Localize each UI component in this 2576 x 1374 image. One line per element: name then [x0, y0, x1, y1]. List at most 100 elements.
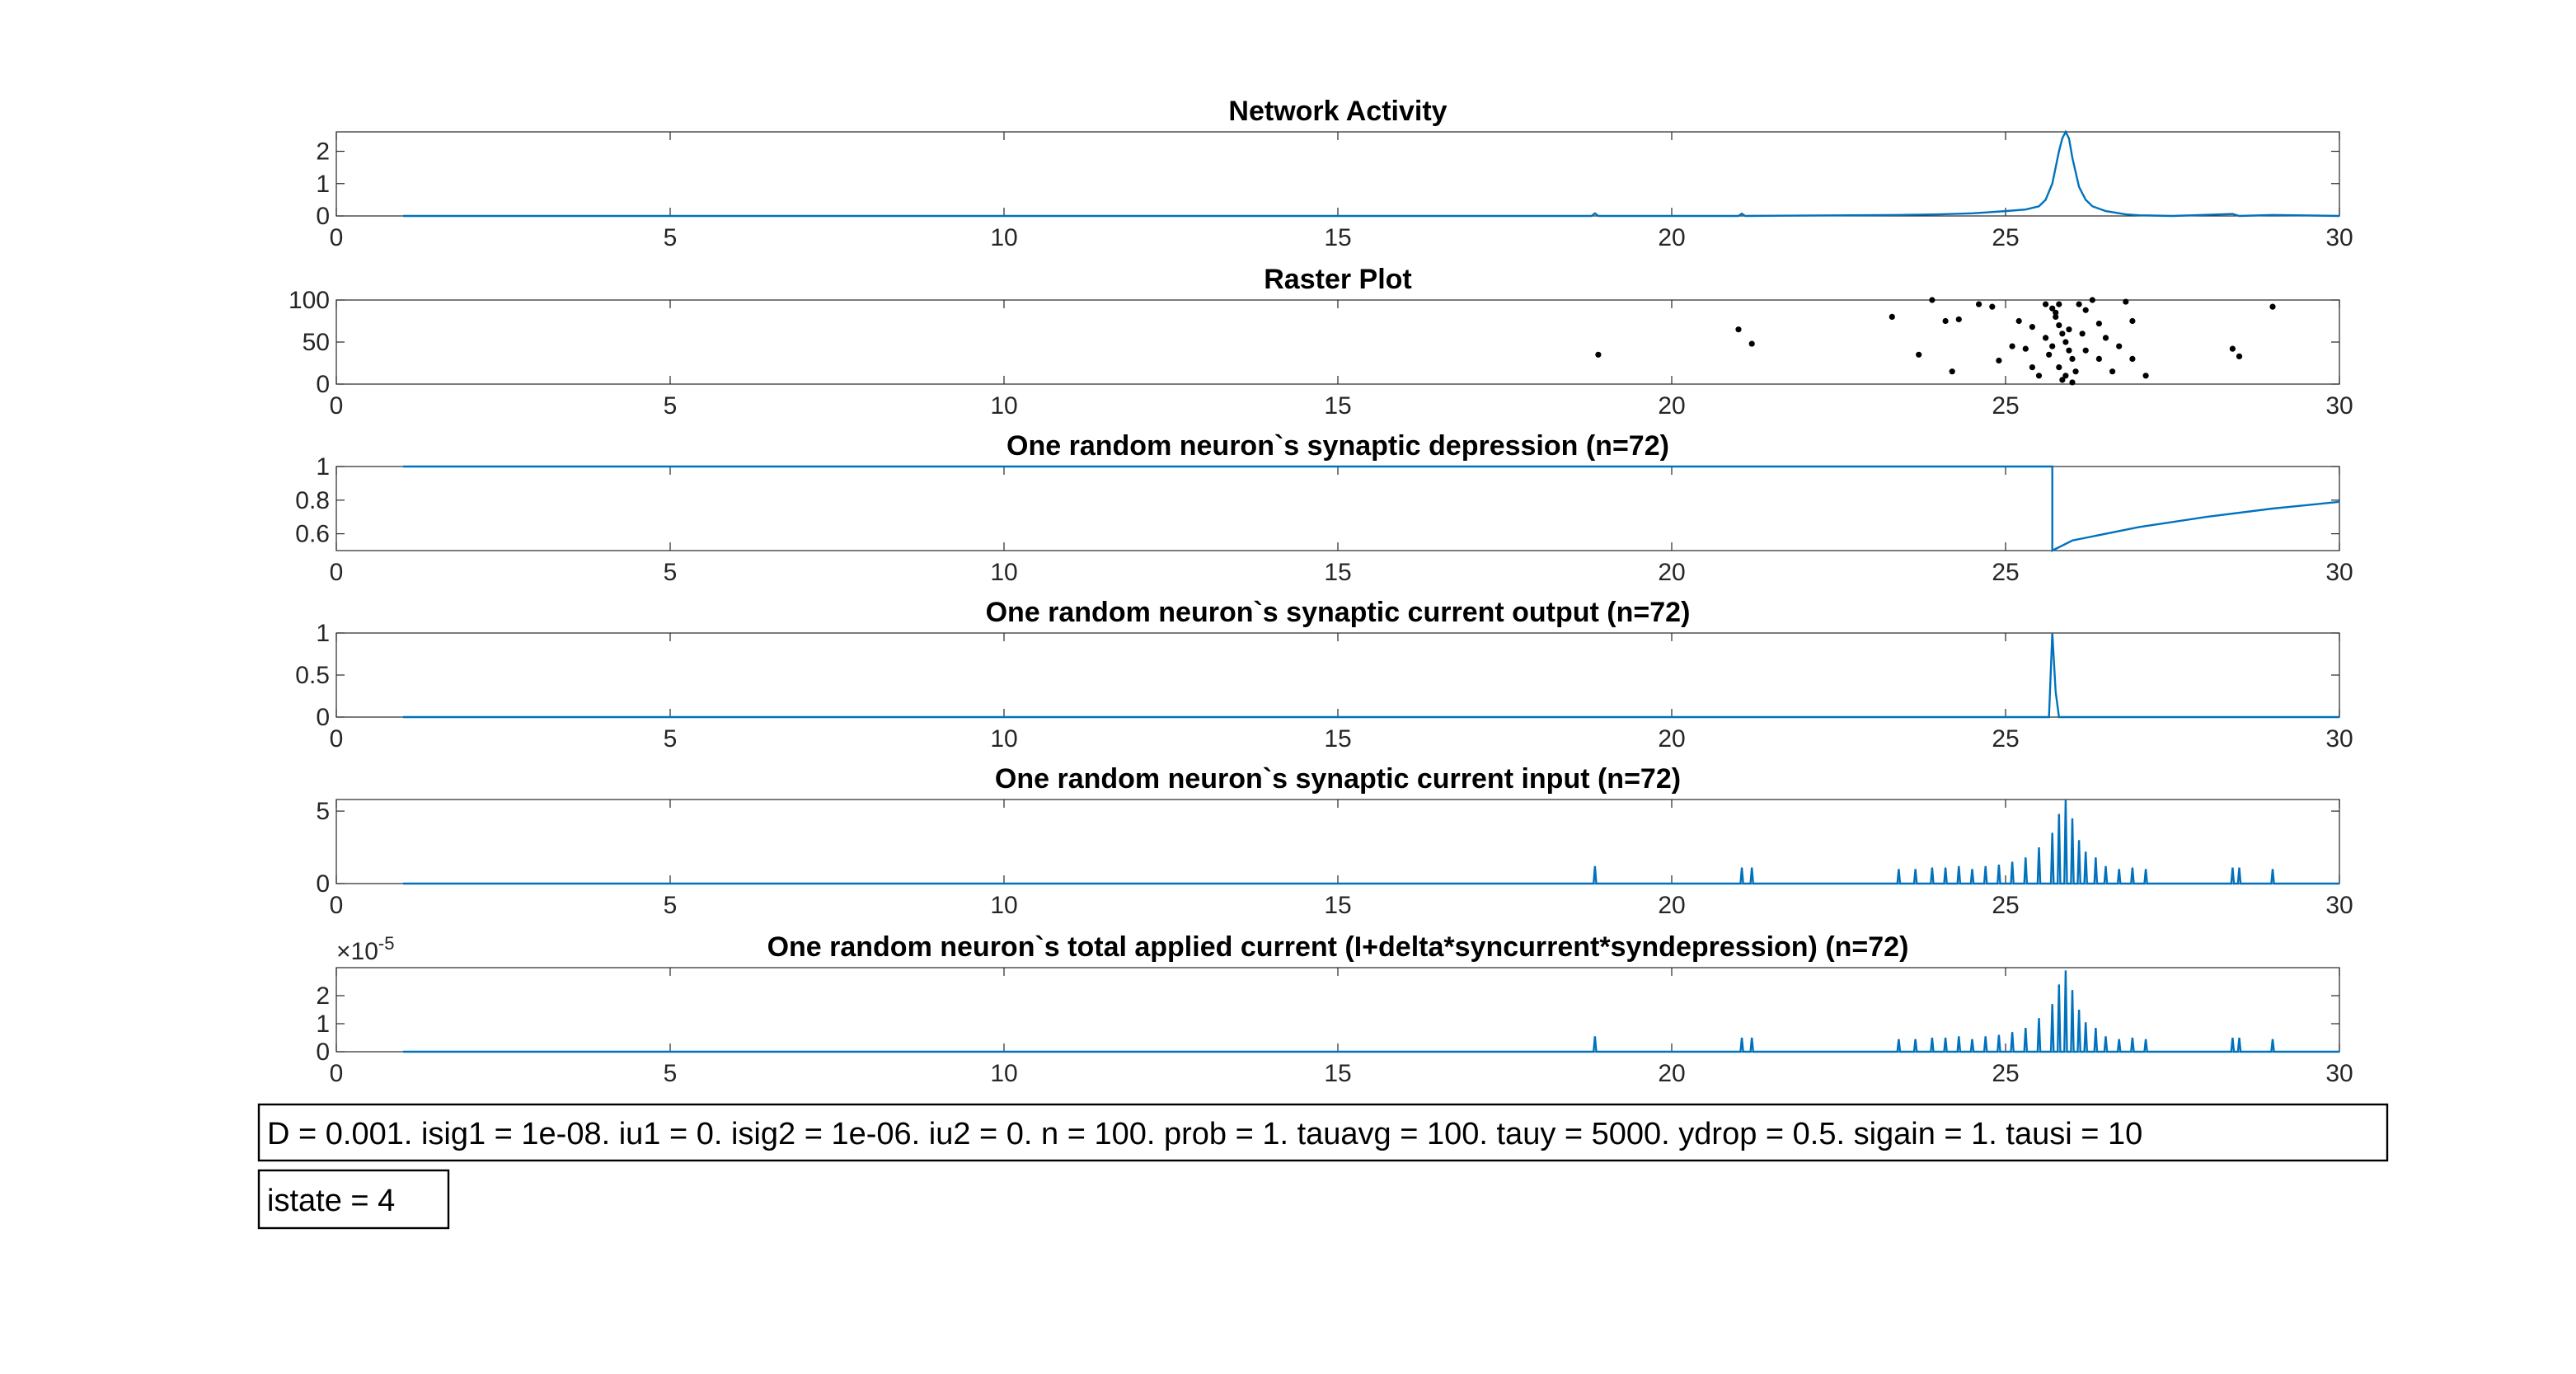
spike-dot — [2043, 335, 2049, 341]
x-tick-label: 30 — [2325, 1060, 2353, 1087]
x-tick-label: 0 — [330, 1060, 344, 1087]
x-tick-label: 10 — [990, 559, 1017, 586]
spike-dot — [2079, 331, 2086, 337]
x-tick-label: 5 — [664, 892, 678, 919]
spike-dot — [2095, 355, 2102, 362]
x-tick-label: 15 — [1324, 1060, 1351, 1087]
axes-box — [335, 799, 2340, 884]
x-tick-label: 0 — [330, 725, 344, 753]
data-line — [403, 129, 2340, 218]
x-tick-label: 25 — [1992, 892, 2019, 919]
y-tick-label: 0 — [316, 1039, 330, 1066]
data-line — [403, 970, 2339, 1053]
x-tick-label: 30 — [2325, 892, 2353, 919]
spike-dot — [2116, 343, 2123, 349]
spike-dot — [2082, 347, 2089, 354]
y-multiplier: ×10-5 — [336, 933, 394, 965]
x-tick-label: 10 — [990, 892, 1017, 919]
spike-dot — [2066, 347, 2072, 354]
x-tick-label: 30 — [2325, 725, 2353, 753]
annotation-box — [257, 1169, 450, 1230]
y-tick-label: 1 — [316, 171, 330, 198]
spike-dot — [2089, 297, 2095, 303]
spike-dot — [2015, 317, 2022, 325]
y-tick-label: 1 — [316, 620, 330, 647]
y-tick-label: 0 — [316, 203, 330, 230]
spike-dot — [1748, 340, 1755, 347]
x-tick-label: 0 — [330, 892, 344, 919]
y-tick-label: 100 — [289, 287, 330, 314]
x-tick-label: 15 — [1324, 725, 1351, 753]
spike-dot — [2029, 364, 2035, 371]
x-tick-label: 10 — [990, 725, 1017, 753]
x-tick-label: 5 — [664, 1060, 678, 1087]
x-tick-label: 0 — [330, 559, 344, 586]
chart-title: One random neuron`s synaptic depression … — [1006, 430, 1669, 462]
x-tick-label: 20 — [1658, 559, 1685, 586]
spike-dot — [2123, 298, 2129, 305]
x-tick-label: 20 — [1658, 725, 1685, 753]
y-tick-label: 0.8 — [295, 487, 330, 514]
spike-dot — [2069, 355, 2076, 362]
spike-dot — [2049, 305, 2056, 312]
spike-dot — [2076, 301, 2082, 307]
spike-dot — [2102, 335, 2109, 341]
spike-dot — [1976, 301, 1982, 307]
spike-dot — [2109, 368, 2116, 375]
spike-dot — [1889, 313, 1895, 320]
chart-title: Network Activity — [1228, 96, 1447, 127]
axes-box — [335, 466, 2340, 551]
spike-dot — [2069, 379, 2076, 386]
spike-dot — [2062, 373, 2069, 379]
data-line — [403, 465, 2340, 552]
y-tick-label: 0 — [316, 704, 330, 731]
spike-dot — [2129, 317, 2136, 325]
x-tick-label: 15 — [1324, 392, 1351, 420]
x-tick-label: 10 — [990, 392, 1017, 420]
spike-dot — [2009, 343, 2015, 349]
x-tick-label: 20 — [1658, 224, 1685, 251]
axes-box — [335, 299, 2340, 385]
y-tick-label: 50 — [303, 329, 330, 356]
spike-dot — [2053, 313, 2059, 320]
annotation-box — [257, 1103, 2389, 1162]
data-line — [403, 632, 2339, 719]
spike-dot — [1989, 303, 1996, 310]
spike-dot — [2059, 377, 2066, 383]
spike-dot — [2046, 351, 2053, 358]
spike-dot — [2053, 309, 2059, 316]
spike-dot — [2066, 326, 2072, 333]
spike-dot — [1955, 316, 1962, 323]
x-tick-label: 30 — [2325, 224, 2353, 251]
x-tick-label: 5 — [664, 392, 678, 420]
spike-dot — [2035, 373, 2043, 379]
x-tick-label: 10 — [990, 1060, 1017, 1087]
x-tick-label: 25 — [1992, 224, 2019, 251]
y-tick-label: 0 — [316, 371, 330, 398]
chart-title: One random neuron`s synaptic current inp… — [995, 763, 1681, 795]
x-tick-label: 5 — [664, 559, 678, 586]
spike-dot — [1996, 357, 2002, 364]
annotation-text: istate = 4 — [267, 1184, 395, 1218]
spike-dot — [1949, 368, 1955, 375]
spike-dot — [2095, 320, 2102, 327]
x-tick-label: 30 — [2325, 392, 2353, 420]
multiplier-base: ×10 — [336, 938, 378, 965]
axes-box — [335, 632, 2340, 718]
spike-dot — [2049, 343, 2056, 349]
x-tick-label: 0 — [330, 392, 344, 420]
spike-dot — [2269, 303, 2276, 310]
x-tick-label: 15 — [1324, 892, 1351, 919]
y-tick-label: 0 — [316, 870, 330, 898]
x-tick-label: 0 — [330, 224, 344, 251]
spike-dot — [2236, 353, 2243, 359]
spike-dot — [2029, 324, 2035, 331]
y-tick-label: 2 — [316, 982, 330, 1010]
x-tick-label: 15 — [1324, 559, 1351, 586]
spike-dot — [2056, 301, 2062, 307]
x-tick-label: 5 — [664, 725, 678, 753]
chart-title: Raster Plot — [1264, 264, 1412, 295]
axes-box — [335, 131, 2340, 217]
spike-dot — [2072, 368, 2079, 375]
